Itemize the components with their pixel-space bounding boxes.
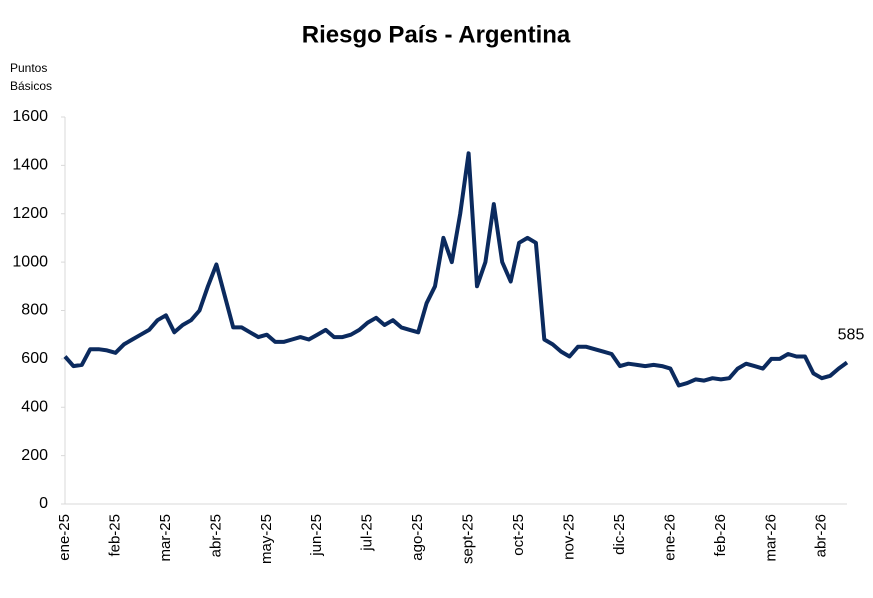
x-tick-label: may-25 [258, 514, 275, 564]
y-tick-label: 0 [39, 495, 48, 512]
line [63, 151, 849, 388]
x-tick-label: sept-25 [460, 514, 477, 564]
y-tick-label: 200 [21, 447, 48, 464]
x-tick-label: ene-26 [661, 514, 678, 561]
y-axis-label: Puntos [10, 61, 47, 75]
x-tick-label: feb-25 [106, 514, 123, 557]
x-tick-label: nov-25 [560, 514, 577, 560]
x-tick-label: jul-25 [359, 514, 376, 552]
x-tick-label: ene-25 [56, 514, 73, 561]
data-label: 585 [838, 327, 865, 344]
y-tick-label: 1000 [12, 253, 48, 270]
x-tick-label: mar-25 [157, 514, 174, 562]
x-tick-label: ago-25 [409, 514, 426, 561]
y-tick-label: 1600 [12, 108, 48, 125]
y-tick-label: 1200 [12, 205, 48, 222]
y-tick-label: 1400 [12, 157, 48, 174]
y-axis-label: Básicos [10, 79, 52, 93]
x-tick-label: abr-25 [207, 514, 224, 557]
chart-title: Riesgo País - Argentina [302, 21, 571, 48]
y-tick-label: 400 [21, 398, 48, 415]
x-tick-label: dic-25 [611, 514, 628, 555]
x-tick-label: oct-25 [510, 514, 527, 556]
x-tick-label: abr-26 [813, 514, 830, 557]
y-tick-label: 800 [21, 302, 48, 319]
x-tick-label: mar-26 [762, 514, 779, 562]
x-tick-label: feb-26 [712, 514, 729, 557]
y-tick-label: 600 [21, 350, 48, 367]
x-tick-label: jun-25 [308, 514, 325, 557]
